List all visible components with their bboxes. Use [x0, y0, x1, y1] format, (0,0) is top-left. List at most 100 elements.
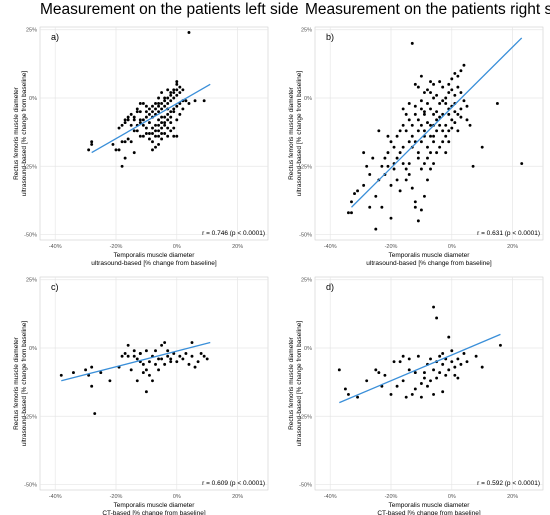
data-point	[117, 126, 121, 130]
data-point	[407, 368, 411, 372]
data-point	[441, 85, 445, 89]
data-point	[413, 205, 417, 209]
data-point	[435, 110, 439, 114]
data-point	[187, 362, 191, 366]
data-point	[123, 121, 127, 125]
panel-label: a)	[51, 32, 59, 42]
data-point	[450, 360, 454, 364]
data-point	[435, 93, 439, 97]
data-point	[456, 376, 460, 380]
data-point	[426, 121, 429, 125]
data-point	[438, 102, 442, 105]
data-point	[337, 368, 341, 372]
y-tick-label: -25%	[24, 164, 37, 170]
data-point	[187, 102, 191, 105]
x-tick-label: -40%	[49, 244, 62, 250]
y-axis-subtitle: ultrasound-based [% change from baseline…	[296, 71, 303, 197]
data-point	[407, 140, 411, 144]
x-axis-subtitle: CT-based [% change from baseline]	[102, 510, 206, 515]
data-point	[422, 194, 426, 198]
data-point	[190, 341, 194, 344]
data-point	[404, 129, 408, 133]
regression-line	[351, 37, 523, 208]
data-point	[435, 316, 439, 320]
data-point	[450, 126, 454, 130]
data-point	[175, 93, 179, 97]
data-point	[389, 140, 393, 144]
data-point	[365, 379, 369, 383]
data-point	[426, 145, 429, 149]
data-point	[160, 343, 164, 347]
data-point	[129, 123, 133, 127]
data-point	[346, 392, 350, 396]
data-point	[129, 112, 133, 116]
data-point	[441, 99, 445, 103]
data-point	[166, 96, 170, 100]
data-point	[401, 145, 405, 149]
data-point	[392, 145, 396, 149]
x-tick-label: 20%	[507, 494, 518, 500]
data-point	[144, 349, 148, 353]
data-point	[404, 178, 408, 182]
data-point	[456, 112, 460, 116]
x-tick-label: 20%	[232, 494, 243, 500]
data-point	[410, 134, 414, 138]
data-point	[453, 373, 457, 377]
data-point	[160, 102, 164, 105]
x-axis-title: Temporalis muscle diameter	[389, 502, 471, 509]
data-point	[380, 164, 384, 168]
data-point	[166, 134, 170, 138]
data-point	[160, 132, 164, 135]
data-point	[441, 140, 445, 144]
data-point	[157, 110, 161, 114]
data-point	[404, 112, 408, 116]
data-point	[154, 145, 157, 149]
data-point	[154, 362, 157, 366]
data-point	[438, 115, 442, 119]
data-point	[144, 390, 148, 394]
data-point	[84, 368, 88, 372]
data-point	[169, 99, 173, 103]
y-tick-label: -50%	[299, 233, 312, 239]
data-point	[410, 186, 414, 190]
data-point	[169, 93, 173, 97]
data-point	[459, 91, 463, 94]
data-point	[154, 134, 157, 138]
data-point	[138, 110, 142, 114]
data-point	[480, 145, 484, 149]
data-point	[151, 379, 154, 383]
data-point	[175, 88, 179, 92]
data-point	[157, 134, 161, 138]
data-point	[157, 96, 161, 100]
data-point	[129, 368, 133, 372]
data-point	[453, 110, 457, 114]
data-point	[419, 208, 423, 212]
x-axis-subtitle: ultrasound-based [% change from baseline…	[91, 260, 217, 267]
data-point	[199, 352, 203, 355]
data-point	[480, 365, 484, 369]
data-point	[401, 354, 405, 358]
data-point	[169, 121, 173, 125]
data-point	[407, 173, 411, 176]
plot-area	[314, 26, 544, 241]
panel-label: b)	[326, 32, 334, 42]
data-point	[456, 74, 460, 78]
data-point	[426, 102, 429, 105]
data-point	[151, 148, 154, 152]
data-point	[350, 211, 353, 215]
data-point	[429, 80, 432, 84]
data-point	[87, 148, 91, 152]
data-point	[416, 129, 420, 133]
data-point	[147, 112, 151, 116]
x-tick-label: -20%	[385, 244, 398, 250]
data-point	[429, 91, 432, 94]
data-point	[422, 376, 426, 380]
data-point	[135, 110, 139, 114]
data-point	[120, 123, 124, 127]
data-point	[135, 129, 139, 133]
plot-area	[314, 276, 544, 491]
data-point	[368, 205, 372, 209]
data-point	[429, 107, 432, 111]
data-point	[178, 354, 182, 358]
data-point	[407, 357, 411, 361]
